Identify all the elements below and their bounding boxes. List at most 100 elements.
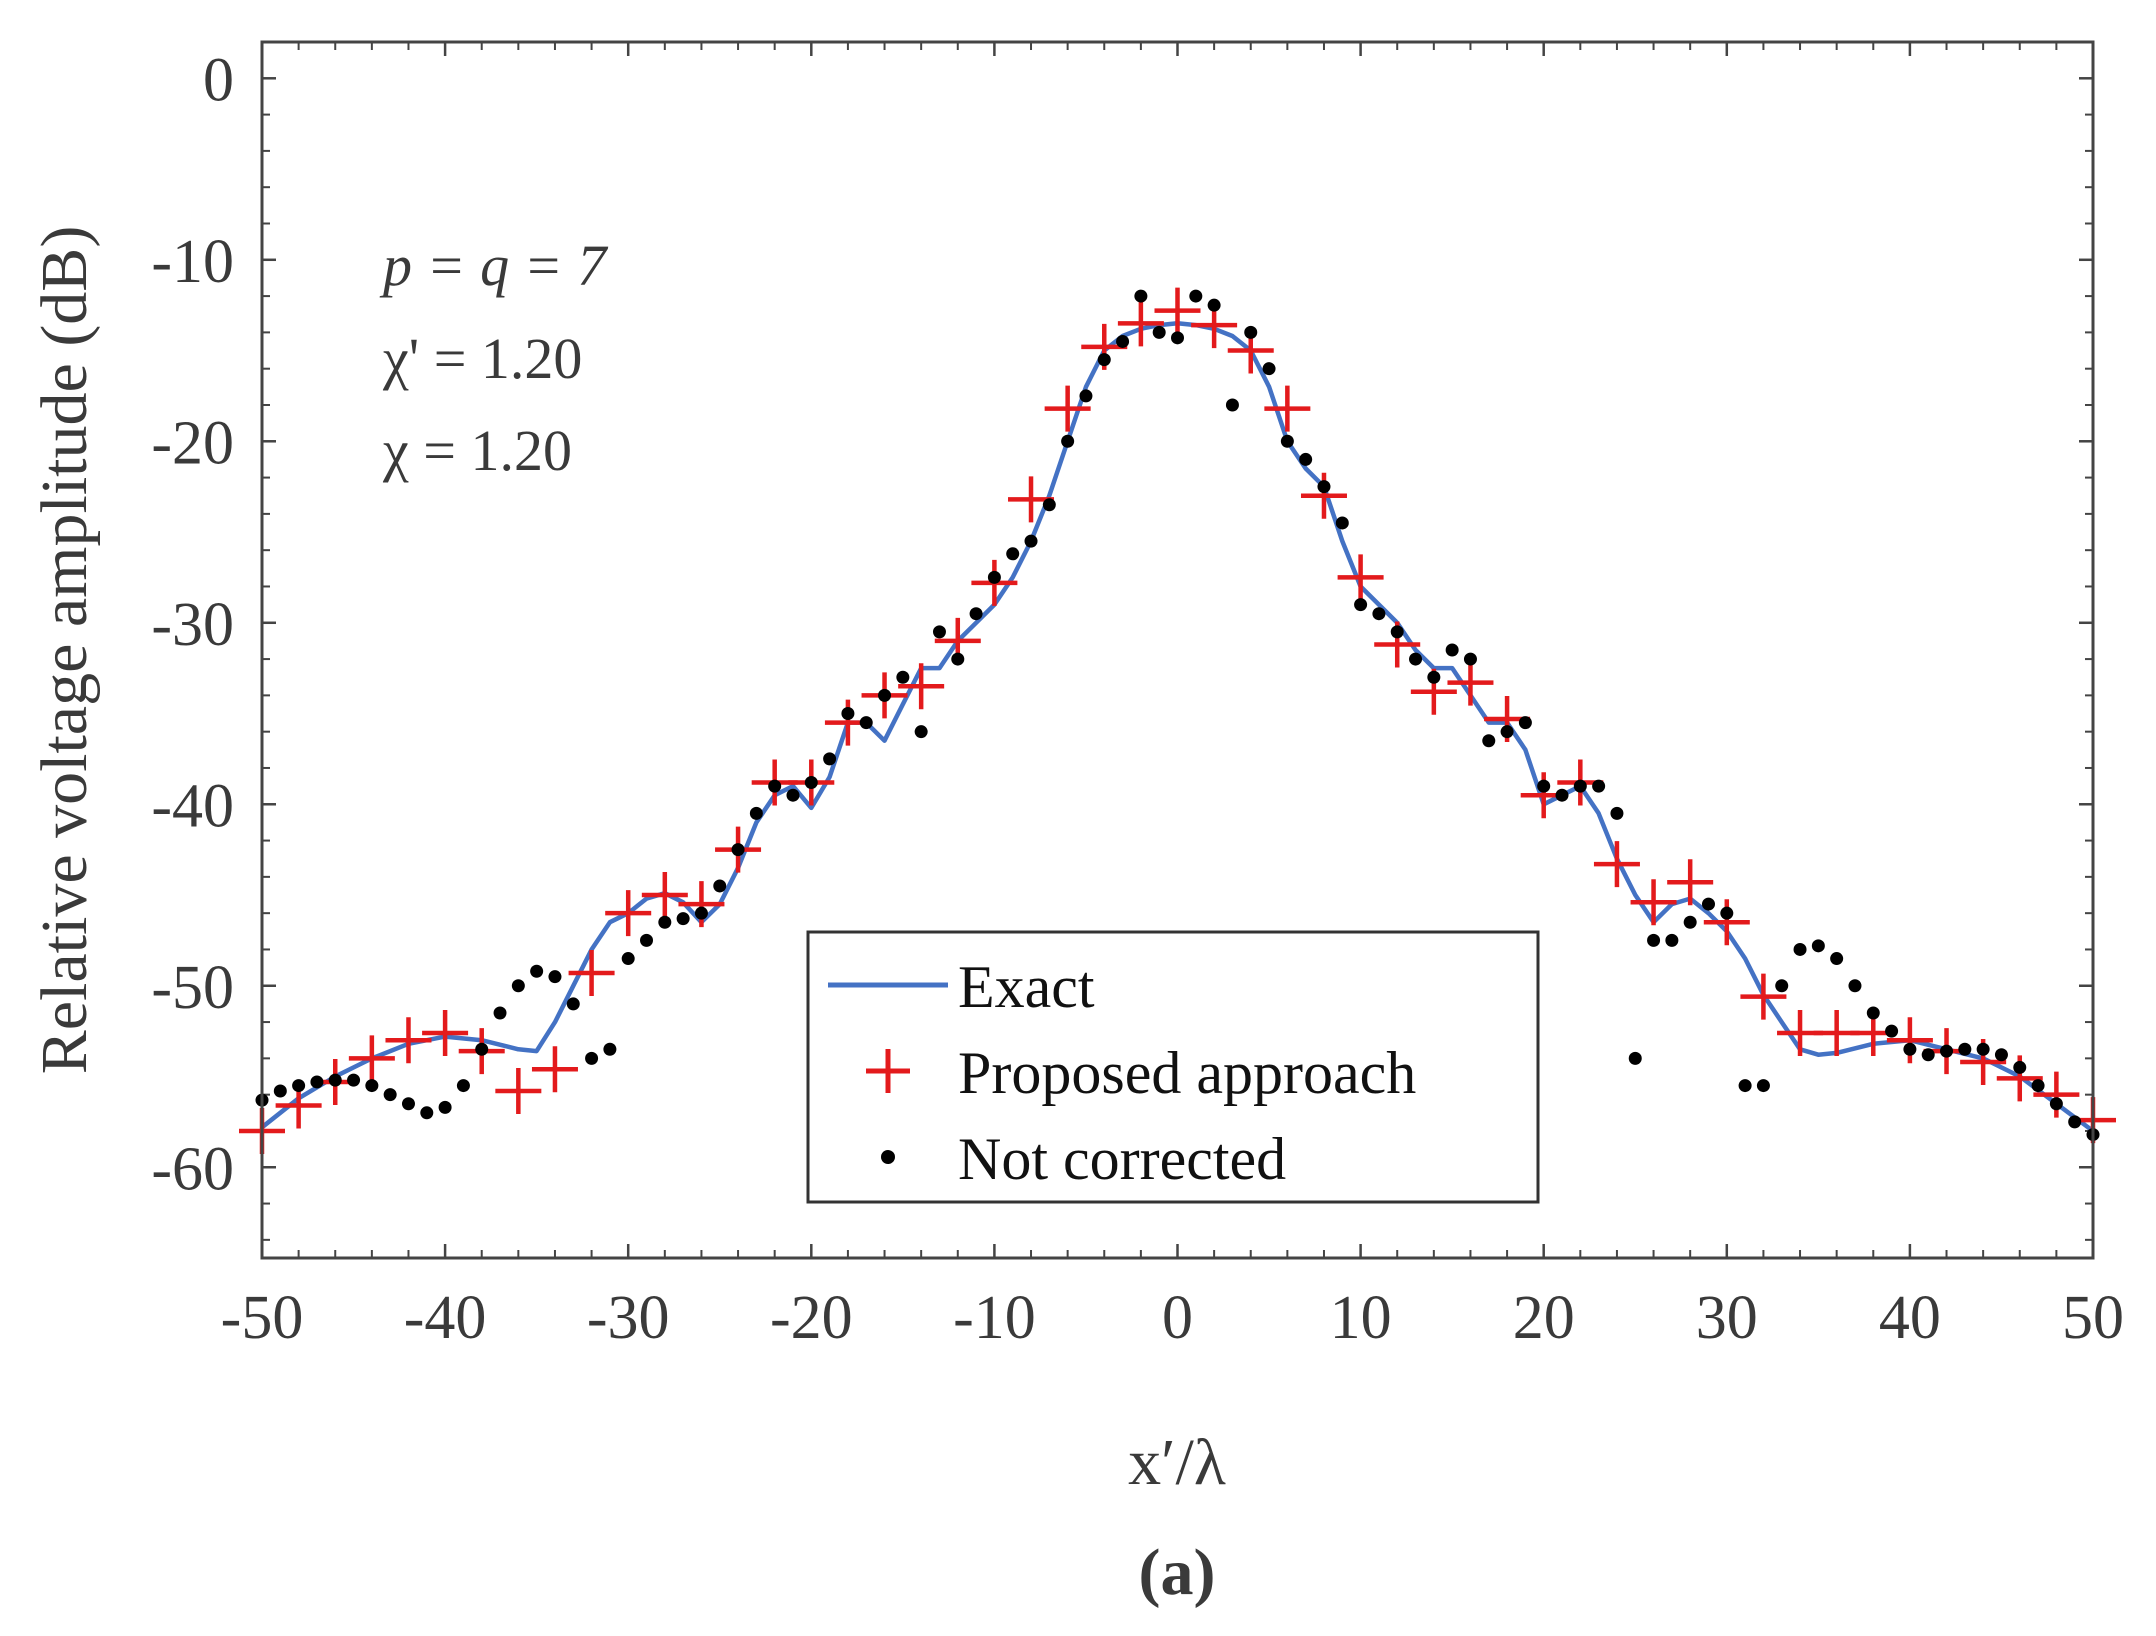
legend-exact-label: Exact (958, 954, 1095, 1020)
not-corrected-point (1573, 779, 1587, 793)
not-corrected-point (1958, 1042, 1972, 1056)
proposed-point (495, 1068, 542, 1115)
not-corrected-point (1024, 534, 1038, 548)
proposed-point (531, 1046, 578, 1093)
not-corrected-point (273, 1084, 287, 1098)
not-corrected-point (1647, 933, 1661, 947)
x-tick-label: 50 (2062, 1284, 2124, 1352)
x-tick-label: 10 (1330, 1284, 1392, 1352)
proposed-point (1667, 859, 1714, 906)
not-corrected-point (1830, 952, 1844, 966)
not-corrected-point (1994, 1048, 2008, 1062)
not-corrected-point (1042, 498, 1056, 512)
not-corrected-point (1280, 434, 1294, 448)
not-corrected-point (1610, 806, 1624, 820)
y-tick-label: -40 (151, 772, 234, 840)
not-corrected-point (1097, 353, 1111, 367)
y-tick-label: 0 (203, 46, 234, 114)
not-corrected-point (1134, 289, 1148, 303)
proposed-point (422, 1009, 469, 1056)
not-corrected-point (1445, 643, 1459, 657)
not-corrected-point (1079, 389, 1093, 403)
not-corrected-point (1738, 1079, 1752, 1093)
not-corrected-point (749, 806, 763, 820)
x-tick-label: -20 (770, 1284, 853, 1352)
not-corrected-point (292, 1079, 306, 1093)
not-corrected-point (1482, 734, 1496, 748)
panel-label: (a) (1139, 1536, 1216, 1609)
not-corrected-point (1720, 906, 1734, 920)
not-corrected-point (1262, 362, 1276, 376)
not-corrected-point (1152, 325, 1166, 339)
not-corrected-point (548, 970, 562, 984)
not-corrected-point (365, 1079, 379, 1093)
not-corrected-point (932, 625, 946, 639)
not-corrected-point (310, 1075, 324, 1089)
not-corrected-point (1756, 1079, 1770, 1093)
x-tick-label: -10 (953, 1284, 1036, 1352)
not-corrected-point (621, 952, 635, 966)
not-corrected-point (1390, 625, 1404, 639)
legend-proposed-swatch (866, 1049, 910, 1093)
not-corrected-point (1628, 1051, 1642, 1065)
not-corrected-point (896, 670, 910, 684)
y-tick-label: -10 (151, 228, 234, 296)
proposed-point (1264, 385, 1311, 432)
not-corrected-point (1244, 325, 1258, 339)
not-corrected-point (713, 879, 727, 893)
not-corrected-point (1463, 652, 1477, 666)
y-axis-title: Relative voltage amplitude (dB) (28, 226, 101, 1075)
not-corrected-point (823, 752, 837, 766)
x-tick-label: -40 (404, 1284, 487, 1352)
legend-notcorrected-swatch (881, 1150, 895, 1164)
not-corrected-point (2049, 1097, 2063, 1111)
not-corrected-point (456, 1079, 470, 1093)
not-corrected-point (987, 570, 1001, 584)
not-corrected-point (1537, 779, 1551, 793)
not-corrected-point (347, 1073, 361, 1087)
not-corrected-point (878, 688, 892, 702)
y-tick-label: -30 (151, 591, 234, 659)
series-not-corrected (255, 289, 2100, 1142)
proposed-point (1117, 300, 1164, 347)
not-corrected-point (1207, 298, 1221, 312)
x-tick-label: -50 (221, 1284, 304, 1352)
not-corrected-point (1372, 607, 1386, 621)
not-corrected-point (566, 997, 580, 1011)
not-corrected-point (2013, 1060, 2027, 1074)
annotation-chi: χ = 1.20 (382, 418, 572, 483)
not-corrected-point (658, 915, 672, 929)
y-tick-label: -50 (151, 954, 234, 1022)
not-corrected-point (859, 716, 873, 730)
not-corrected-point (1317, 480, 1331, 494)
not-corrected-point (1500, 725, 1514, 739)
proposed-point (1740, 973, 1787, 1020)
x-tick-label: -30 (587, 1284, 670, 1352)
not-corrected-point (1518, 716, 1532, 730)
not-corrected-point (1683, 915, 1697, 929)
not-corrected-point (676, 912, 690, 926)
not-corrected-point (1116, 334, 1130, 348)
not-corrected-point (640, 933, 654, 947)
not-corrected-point (804, 775, 818, 789)
x-tick-label: 40 (1879, 1284, 1941, 1352)
annotation-pq: p = q = 7 (379, 233, 608, 298)
plot-frame (260, 40, 2095, 1260)
proposed-point (641, 872, 688, 919)
not-corrected-point (1006, 547, 1020, 561)
proposed-point (568, 950, 615, 997)
proposed-point (385, 1017, 432, 1064)
y-tick-label: -20 (151, 409, 234, 477)
not-corrected-point (1903, 1042, 1917, 1056)
legend: Exact Proposed approach Not corrected (806, 930, 1540, 1204)
not-corrected-point (383, 1088, 397, 1102)
proposed-point (898, 663, 945, 710)
not-corrected-point (1409, 652, 1423, 666)
not-corrected-point (1921, 1048, 1935, 1062)
not-corrected-point (1592, 779, 1606, 793)
legend-proposed-label: Proposed approach (958, 1040, 1416, 1106)
not-corrected-point (951, 652, 965, 666)
not-corrected-point (1811, 939, 1825, 953)
not-corrected-point (1225, 398, 1239, 412)
